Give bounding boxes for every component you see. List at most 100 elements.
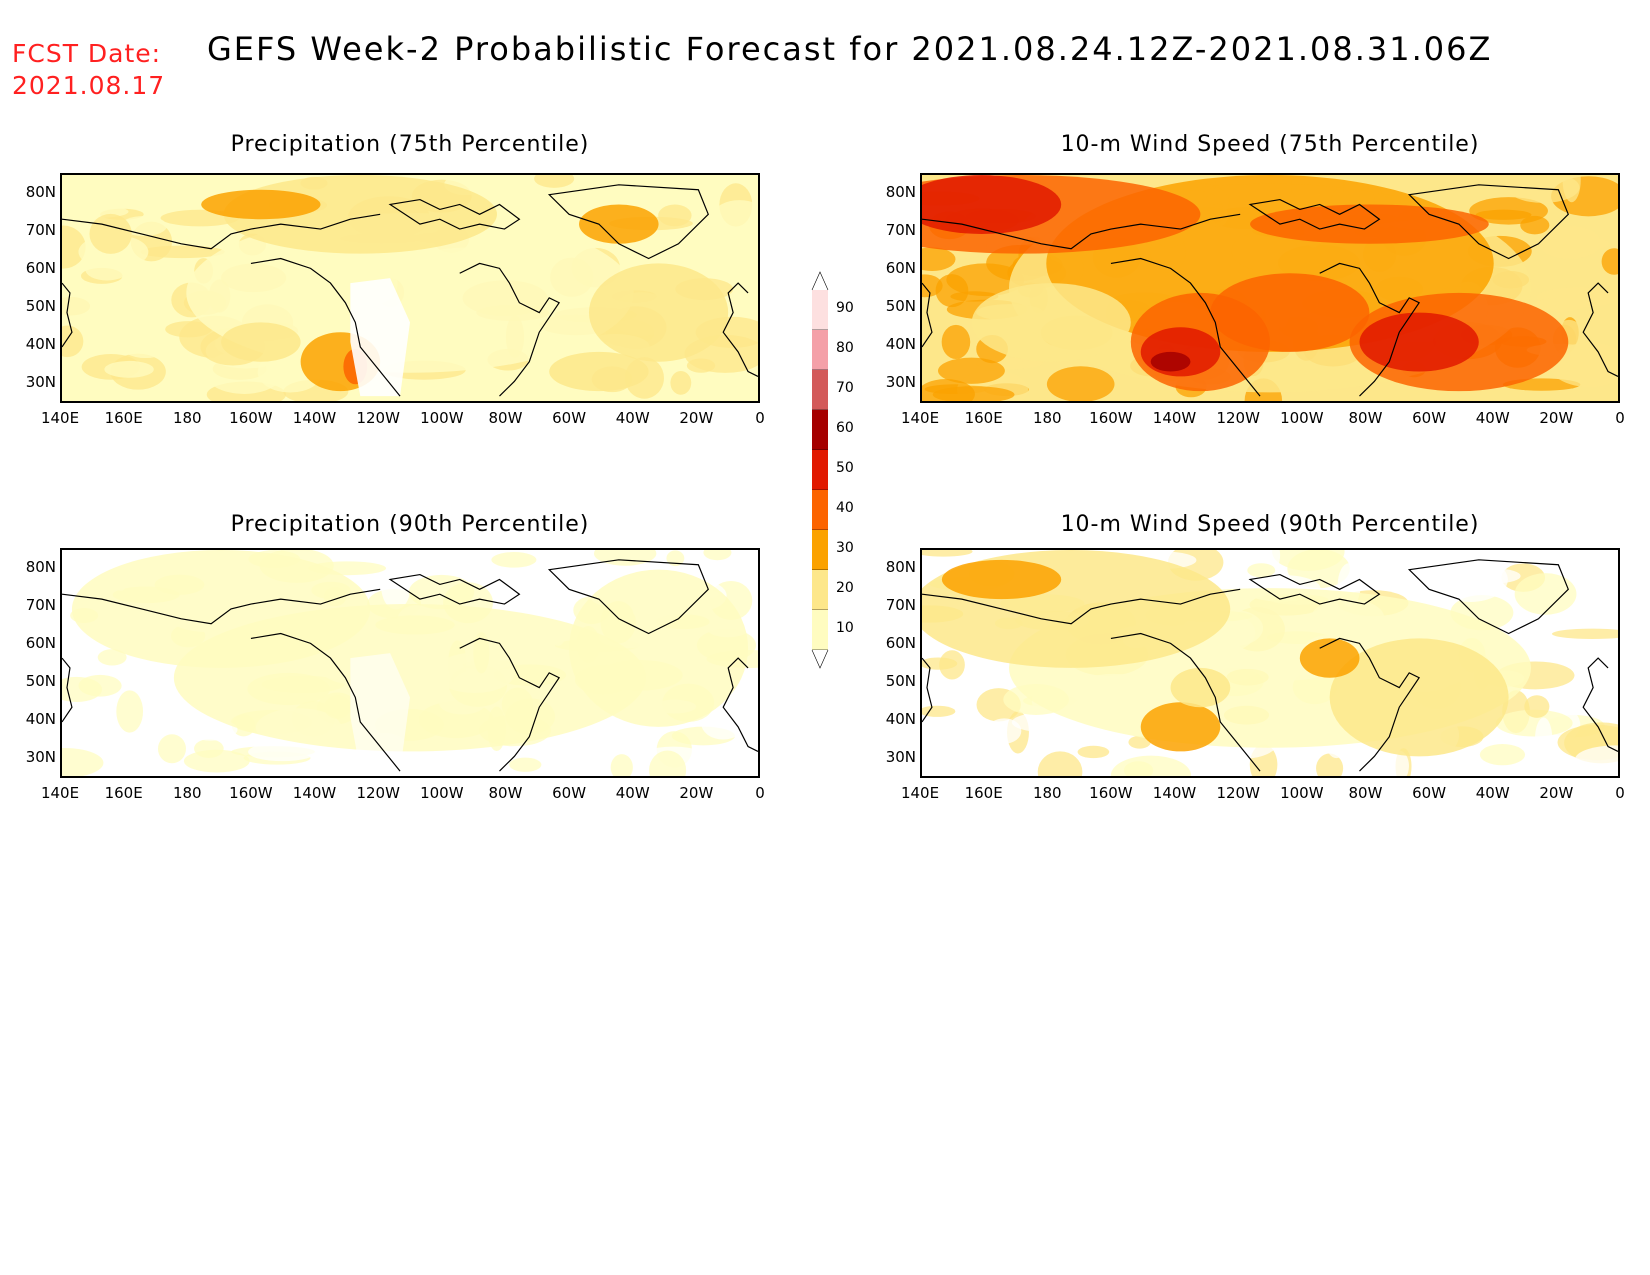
colorbar-label: 70 <box>836 380 854 396</box>
lat-tick-label: 60N <box>25 634 56 652</box>
shade-cell <box>1495 709 1573 737</box>
shade-cell <box>1037 751 1083 776</box>
lon-tick-label: 160E <box>104 784 143 802</box>
shade-region <box>1140 702 1221 752</box>
shade-cell <box>494 745 550 758</box>
lon-tick-label: 120W <box>356 784 400 802</box>
lon-tick-label: 140W <box>292 784 337 802</box>
panel-title-wind90: 10-m Wind Speed (90th Percentile) <box>1060 512 1480 537</box>
shade-cell <box>666 550 685 567</box>
fcst-date-label: FCST Date: <box>12 39 162 68</box>
map-precip90 <box>60 548 760 778</box>
lon-tick-label: 0 <box>755 784 765 802</box>
shade-cell <box>466 178 530 193</box>
shade-cell <box>1514 573 1577 615</box>
shade-cell <box>530 584 593 601</box>
shade-cell <box>1479 744 1526 766</box>
shade-cell <box>62 325 84 358</box>
shade-cell <box>1110 755 1192 776</box>
lat-tick-label: 40N <box>885 710 916 728</box>
shade-cell <box>1534 717 1553 761</box>
shade-cell <box>140 245 225 259</box>
lon-tick-label: 180 <box>1032 784 1062 802</box>
lon-tick-label: 140W <box>1152 784 1197 802</box>
colorbar-swatch <box>812 370 828 410</box>
colorbar-swatch <box>812 610 828 650</box>
shade-cell <box>702 742 758 776</box>
lon-tick-label: 80W <box>488 409 523 427</box>
lon-tick-label: 180 <box>172 409 202 427</box>
lat-tick-label: 30N <box>25 748 56 766</box>
shade-cell <box>248 742 317 762</box>
shade-region <box>588 263 729 362</box>
lat-tick-label: 70N <box>25 596 56 614</box>
shade-cell <box>1520 215 1550 235</box>
lat-tick-label: 50N <box>885 672 916 690</box>
colorbar-swatch <box>812 570 828 610</box>
coastline <box>1319 262 1421 397</box>
shade-cell <box>1524 695 1550 718</box>
shade-cell <box>64 568 93 588</box>
colorbar-label: 30 <box>836 540 854 556</box>
shade-cell <box>62 176 102 208</box>
shade-cell <box>62 747 104 776</box>
shade-cell <box>1501 550 1576 564</box>
colorbar-top-arrow <box>811 271 829 291</box>
coastline <box>1582 282 1618 377</box>
coastline <box>1248 198 1381 230</box>
lat-tick-label: 80N <box>25 558 56 576</box>
shade-region <box>922 175 1062 234</box>
lon-tick-label: 160W <box>229 784 273 802</box>
lat-tick-label: 60N <box>885 259 916 277</box>
shade-cell <box>1388 750 1409 776</box>
shade-cell <box>1532 298 1585 312</box>
colorbar-swatch <box>812 450 828 490</box>
shade-cell <box>97 649 127 666</box>
shade-cell <box>922 247 956 271</box>
lat-tick-label: 30N <box>25 373 56 391</box>
shade-cell <box>1247 563 1276 578</box>
shade-region <box>971 283 1131 362</box>
shade-cell <box>701 706 746 740</box>
shade-cell <box>1551 628 1618 640</box>
coastline <box>1319 637 1421 772</box>
coastline <box>922 588 1241 625</box>
lon-tick-label: 160W <box>1089 784 1133 802</box>
shade-cell <box>534 175 575 188</box>
lon-tick-label: 0 <box>1615 409 1625 427</box>
shade-cell <box>1576 591 1614 605</box>
lon-tick-label: 120W <box>1216 784 1260 802</box>
coastline <box>388 573 521 605</box>
shade-region <box>1250 204 1489 244</box>
shade-cell <box>62 286 135 330</box>
shade-cell <box>85 259 129 281</box>
coastline <box>250 632 401 772</box>
coastline <box>922 657 933 723</box>
colorbar: 90 80 70 60 50 40 30 20 10 <box>810 270 854 674</box>
coastline <box>1582 657 1618 752</box>
coastline <box>1407 559 1569 635</box>
shade-region <box>186 213 634 373</box>
shade-cell <box>509 757 542 772</box>
coastline <box>62 657 73 723</box>
lon-tick-label: 60W <box>1412 409 1447 427</box>
shade-cell <box>157 734 187 764</box>
colorbar-swatches <box>811 271 829 669</box>
coastline <box>250 257 401 397</box>
lon-tick-label: 140W <box>1152 409 1197 427</box>
lat-tick-label: 50N <box>25 672 56 690</box>
shade-cell <box>610 754 633 776</box>
shade-cell <box>649 750 687 776</box>
colorbar-swatch <box>812 490 828 530</box>
shade-cell <box>183 749 250 773</box>
lon-tick-label: 160W <box>1089 409 1133 427</box>
shade-cell <box>104 360 154 378</box>
shade-cell <box>922 723 953 742</box>
shade-cell <box>180 186 216 197</box>
shade-cell <box>938 357 1005 384</box>
lat-tick-label: 40N <box>25 710 56 728</box>
page-title: GEFS Week-2 Probabilistic Forecast for 2… <box>207 30 1493 68</box>
lon-tick-label: 100W <box>420 784 464 802</box>
coastline <box>1110 632 1261 772</box>
shade-cell <box>922 274 943 298</box>
